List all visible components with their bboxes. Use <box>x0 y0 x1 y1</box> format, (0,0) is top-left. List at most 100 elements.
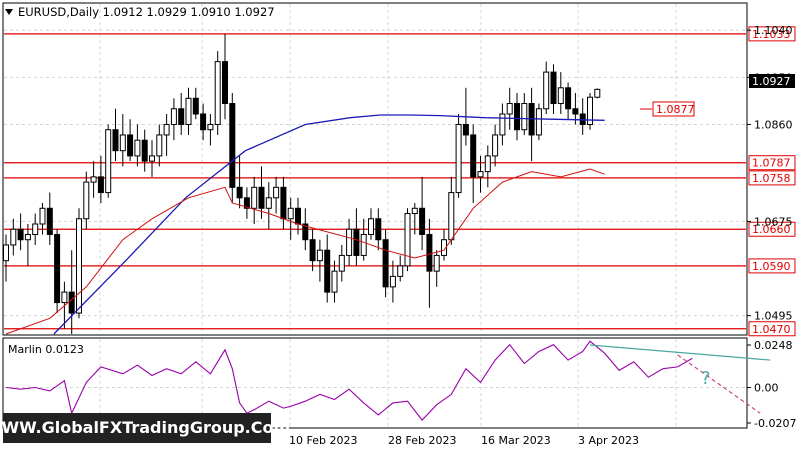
level-label: 1.1033 <box>752 28 791 41</box>
candle-bear <box>112 129 119 152</box>
candle-bear <box>54 233 61 304</box>
candle-bear <box>68 291 75 314</box>
candle-bull <box>316 249 323 262</box>
level-label: 1.0758 <box>752 172 791 185</box>
candle-bull <box>484 155 491 173</box>
candle-bear <box>200 113 207 131</box>
candle-bear <box>97 176 104 194</box>
candle-bull <box>594 88 601 98</box>
level-label-box <box>748 170 796 186</box>
candle-bear <box>236 186 243 199</box>
candle-bull <box>455 123 462 194</box>
candle-bull <box>557 87 564 105</box>
candle-bear <box>127 134 134 157</box>
candle-bull <box>587 96 593 125</box>
candle-bear <box>192 97 199 115</box>
candle-bear <box>243 197 250 209</box>
candle-bull <box>506 103 513 115</box>
candle-bull <box>134 139 141 157</box>
candle-bull <box>287 207 294 220</box>
price-tick-label: 1.0675 <box>754 215 793 228</box>
candle-bear <box>470 134 477 178</box>
candle-bull <box>492 134 499 157</box>
candle-bull <box>346 228 353 256</box>
candle-bull <box>477 171 484 178</box>
current-price-label: 1.0927 <box>752 75 791 88</box>
candle-bull <box>265 197 272 209</box>
moving-average-blue-line <box>53 114 605 335</box>
candle-bull <box>105 129 112 194</box>
moving-average-red-line <box>5 168 605 335</box>
candle-bull <box>397 265 404 277</box>
price-pane[interactable] <box>2 2 748 336</box>
price-tick-label: 1.0860 <box>754 118 793 131</box>
candle-bull <box>360 233 367 256</box>
moving-averages <box>5 114 605 335</box>
candle-bull <box>535 108 542 136</box>
candle-bull <box>76 218 82 314</box>
candle-bull <box>251 186 258 209</box>
marlin-forecast-line <box>677 354 761 414</box>
grid <box>4 4 746 427</box>
candle-bear <box>375 218 382 241</box>
candle-bull <box>543 71 550 110</box>
horizontal-levels: 1.1033 1.0787 1.0758 1.0660 1.0590 1.0470 <box>4 26 796 337</box>
menu-triangle-icon[interactable] <box>5 9 13 15</box>
candle-bull <box>163 123 170 136</box>
level-label-box <box>748 26 796 42</box>
candlesticks <box>3 33 601 334</box>
candle-bear <box>514 103 520 131</box>
indicator-tick-label: 0.00 <box>754 382 779 395</box>
candle-bear <box>550 71 557 105</box>
candle-bull <box>39 207 46 225</box>
candle-bull <box>389 275 396 288</box>
level-label: 1.0470 <box>752 323 791 336</box>
candle-bull <box>433 254 440 272</box>
time-label: 16 Mar 2023 <box>481 434 551 447</box>
current-price-marker <box>749 74 795 88</box>
candle-bull <box>404 213 411 267</box>
indicator-tick-label: -0.0207 <box>754 417 796 430</box>
candle-bull <box>368 218 374 235</box>
candle-bear <box>426 233 433 272</box>
candle-bear <box>324 249 331 293</box>
candle-bull <box>185 97 192 125</box>
candle-bear <box>565 87 572 110</box>
candle-bull <box>207 123 214 131</box>
candle-bull <box>499 113 506 136</box>
indicator-pane[interactable] <box>2 337 748 429</box>
candle-bull <box>32 223 39 235</box>
time-label: 10 Feb 2023 <box>289 434 357 447</box>
candle-bear <box>46 207 53 235</box>
candle-bear <box>382 239 389 288</box>
marlin-line <box>5 340 693 421</box>
candle-bull <box>149 155 155 162</box>
candle-bull <box>521 103 528 131</box>
candle-bull <box>24 233 31 241</box>
candle-bull <box>441 239 447 256</box>
indicator-tick-label: 0.0248 <box>754 339 793 352</box>
marlin-oscillator <box>5 340 771 421</box>
candle-bear <box>141 139 148 162</box>
candle-bear <box>295 207 301 225</box>
candle-bull <box>273 186 280 199</box>
candle-bear <box>280 186 287 220</box>
candle-bull <box>331 270 338 293</box>
candle-bear <box>302 223 309 241</box>
symbol-info: EURUSD,Daily 1.0912 1.0929 1.0910 1.0927 <box>18 5 275 19</box>
candle-bull <box>83 181 90 220</box>
watermark-text: WWW.GlobalFXTradingGroup.Com <box>0 418 290 437</box>
candle-bull <box>3 244 9 262</box>
candle-bear <box>462 123 469 136</box>
candle-bull <box>156 134 163 157</box>
candle-bull <box>61 291 68 304</box>
candle-bear <box>309 239 316 262</box>
level-label: 1.0590 <box>752 260 791 273</box>
level-label: 1.0660 <box>752 223 791 236</box>
candle-bear <box>229 103 236 188</box>
candle-bull <box>119 134 126 152</box>
forecast-question-mark: ? <box>701 368 711 389</box>
candle-bear <box>222 61 228 105</box>
